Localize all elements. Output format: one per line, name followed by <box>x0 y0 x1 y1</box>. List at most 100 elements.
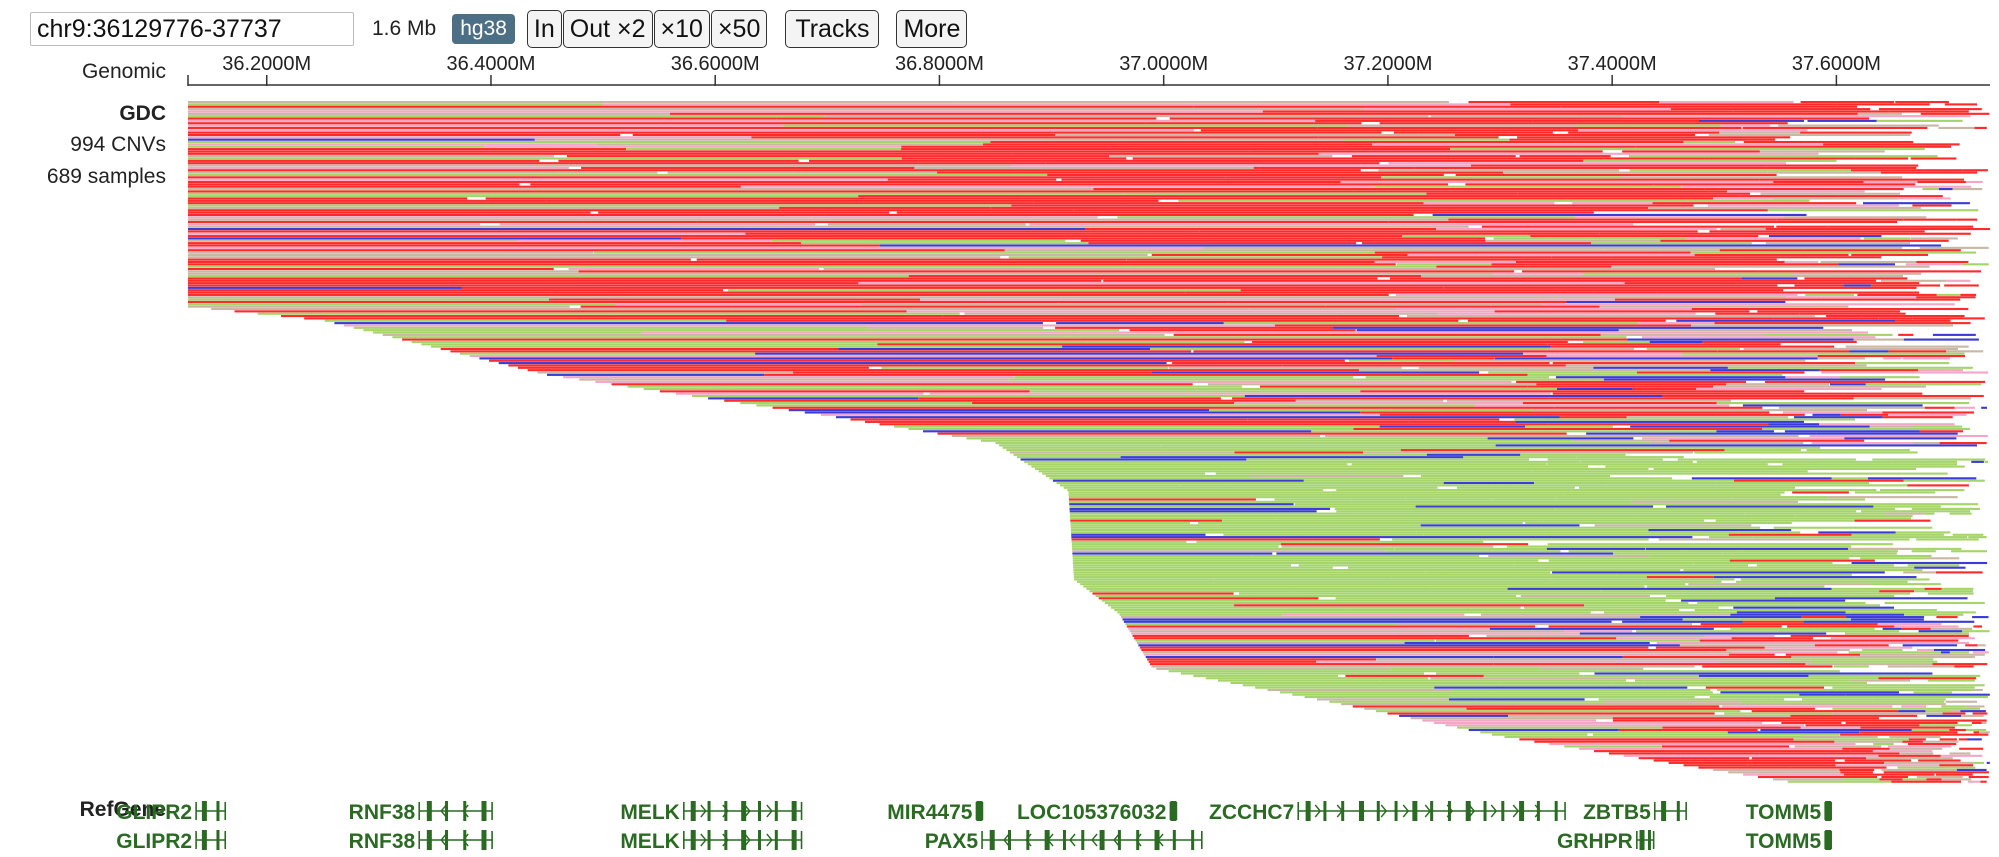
cnv-segment[interactable] <box>1067 489 1324 492</box>
cnv-segment[interactable] <box>1013 453 1427 456</box>
cnv-segment[interactable] <box>1710 369 1820 372</box>
cnv-segment[interactable] <box>1924 587 1942 590</box>
cnv-segment[interactable] <box>1807 119 1877 122</box>
cnv-segment[interactable] <box>1547 463 1696 466</box>
cnv-segment[interactable] <box>1151 665 1695 668</box>
cnv-segment[interactable] <box>1743 140 1914 144</box>
cnv-segment[interactable] <box>838 347 1151 351</box>
cnv-segment[interactable] <box>1298 564 1515 567</box>
cnv-segment[interactable] <box>836 416 1560 419</box>
cnv-segment[interactable] <box>1733 606 1894 609</box>
cnv-segment[interactable] <box>1785 376 1840 379</box>
cnv-segment[interactable] <box>1213 606 1521 609</box>
cnv-segment[interactable] <box>1666 594 1895 597</box>
cnv-segment[interactable] <box>188 235 1403 238</box>
cnv-segment[interactable] <box>1649 554 1932 557</box>
cnv-segment[interactable] <box>1600 590 1718 593</box>
cnv-segment[interactable] <box>568 267 819 271</box>
cnv-segment[interactable] <box>1150 663 1494 666</box>
cnv-segment[interactable] <box>1193 350 1718 353</box>
cnv-segment[interactable] <box>1576 124 1721 127</box>
cnv-segment[interactable] <box>1976 771 1982 774</box>
cnv-segment[interactable] <box>1936 773 1973 776</box>
cnv-segment[interactable] <box>796 338 1628 341</box>
cnv-segment[interactable] <box>1123 620 1612 623</box>
cnv-segment[interactable] <box>188 131 1054 134</box>
cnv-segment[interactable] <box>1839 376 1920 379</box>
cnv-segment[interactable] <box>1560 105 1858 108</box>
cnv-segment[interactable] <box>1612 717 1879 720</box>
cnv-segment[interactable] <box>1208 383 1537 386</box>
cnv-segment[interactable] <box>636 244 880 247</box>
gene-loc105376032[interactable]: LOC105376032 <box>1017 801 1178 824</box>
cnv-segment[interactable] <box>1742 550 1898 553</box>
cnv-segment[interactable] <box>1374 260 1516 264</box>
cnv-segment[interactable] <box>1722 552 1897 555</box>
cnv-segment[interactable] <box>1024 460 1580 463</box>
cnv-segment[interactable] <box>1594 750 1851 753</box>
cnv-segment[interactable] <box>1443 286 1917 289</box>
cnv-segment[interactable] <box>1090 225 1469 228</box>
cnv-segment[interactable] <box>1381 176 1622 179</box>
more-button[interactable]: More <box>896 10 968 48</box>
cnv-segment[interactable] <box>1260 385 1528 388</box>
cnv-segment[interactable] <box>1853 338 1904 341</box>
cnv-segment[interactable] <box>188 190 1354 193</box>
cnv-segment[interactable] <box>1255 686 1435 689</box>
cnv-segment[interactable] <box>1507 587 1832 590</box>
cnv-segment[interactable] <box>1695 463 1768 466</box>
cnv-segment[interactable] <box>1125 623 1398 626</box>
cnv-segment[interactable] <box>1139 646 1649 649</box>
cnv-segment[interactable] <box>1533 119 1699 122</box>
cnv-segment[interactable] <box>1374 251 1691 254</box>
cnv-segment[interactable] <box>1356 521 1523 525</box>
cnv-segment[interactable] <box>1843 778 1880 781</box>
coordinate-input[interactable] <box>30 12 354 46</box>
cnv-segment[interactable] <box>1951 550 1987 553</box>
cnv-segment[interactable] <box>1282 364 1566 367</box>
cnv-segment[interactable] <box>1494 310 1750 313</box>
cnv-segment[interactable] <box>1380 413 1805 416</box>
cnv-segment[interactable] <box>1014 376 1354 379</box>
cnv-segment[interactable] <box>1848 651 1941 654</box>
cnv-segment[interactable] <box>1063 486 1438 489</box>
cnv-segment[interactable] <box>1816 571 1885 574</box>
cnv-segment[interactable] <box>920 298 1615 301</box>
cnv-segment[interactable] <box>1463 456 1577 459</box>
cnv-segment[interactable] <box>1905 263 1962 266</box>
zoom-out-2-button[interactable]: Out ×2 <box>562 10 653 48</box>
cnv-segment[interactable] <box>188 284 1327 287</box>
cnv-segment[interactable] <box>1456 486 1575 489</box>
cnv-segment[interactable] <box>1842 747 1890 750</box>
cnv-segment[interactable] <box>954 101 1449 104</box>
cnv-segment[interactable] <box>1677 458 1856 461</box>
cnv-segment[interactable] <box>1594 672 1933 675</box>
cnv-segment[interactable] <box>1150 347 1548 351</box>
cnv-segment[interactable] <box>1559 416 1627 419</box>
cnv-segment[interactable] <box>188 157 902 160</box>
cnv-segment[interactable] <box>1740 578 1808 581</box>
cnv-segment[interactable] <box>1889 735 1941 739</box>
cnv-segment[interactable] <box>188 220 698 224</box>
cnv-segment[interactable] <box>1766 164 1919 167</box>
cnv-segment[interactable] <box>188 263 1396 266</box>
cnv-segment[interactable] <box>1934 648 1986 652</box>
cnv-segment[interactable] <box>1500 681 1613 684</box>
gene-tomm5[interactable]: TOMM5 <box>1746 830 1832 853</box>
cnv-segment[interactable] <box>1376 658 1780 661</box>
cnv-segment[interactable] <box>1879 778 1903 781</box>
cnv-segment[interactable] <box>1947 665 1955 668</box>
cnv-segment[interactable] <box>1926 778 1942 781</box>
cnv-segment[interactable] <box>1717 350 1850 353</box>
cnv-segment[interactable] <box>1981 406 1987 409</box>
cnv-segment[interactable] <box>1939 738 1957 741</box>
cnv-segment[interactable] <box>1318 136 1499 139</box>
cnv-segment[interactable] <box>1835 764 1940 767</box>
cnv-segment[interactable] <box>257 312 960 315</box>
cnv-segment[interactable] <box>1244 599 1461 602</box>
cnv-segment[interactable] <box>1069 510 1317 513</box>
cnv-segment[interactable] <box>1968 780 1981 783</box>
gene-label[interactable]: MELK <box>620 830 680 853</box>
cnv-segment[interactable] <box>1884 601 1939 605</box>
